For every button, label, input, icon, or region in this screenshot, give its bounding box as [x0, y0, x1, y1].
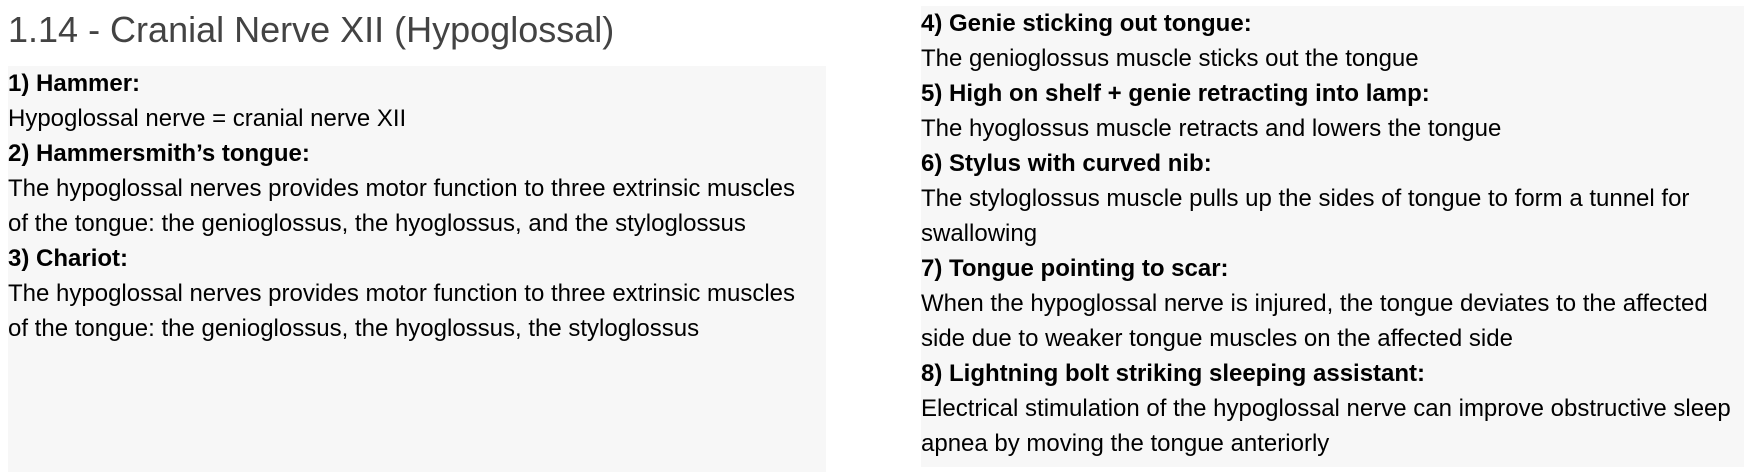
item-body-hammersmiths-tongue: The hypoglossal nerves provides motor fu…	[8, 175, 796, 237]
item-body-lightning-bolt: Electrical stimulation of the hypoglossa…	[921, 395, 1731, 457]
item-heading-hammer: 1) Hammer:	[8, 70, 141, 97]
item-heading-genie-tongue: 4) Genie sticking out tongue:	[921, 10, 1252, 37]
item-body-stylus: The styloglossus muscle pulls up the sid…	[921, 185, 1690, 247]
page-title: 1.14 - Cranial Nerve XII (Hypoglossal)	[8, 9, 615, 50]
right-notes-panel: 4) Genie sticking out tongue: The geniog…	[921, 6, 1744, 467]
item-body-genie-tongue: The genioglossus muscle sticks out the t…	[921, 45, 1419, 72]
item-heading-stylus: 6) Stylus with curved nib:	[921, 150, 1212, 177]
item-heading-lightning-bolt: 8) Lightning bolt striking sleeping assi…	[921, 360, 1426, 387]
item-heading-hammersmiths-tongue: 2) Hammersmith’s tongue:	[8, 140, 310, 167]
item-heading-chariot: 3) Chariot:	[8, 245, 128, 272]
left-notes-panel: 1) Hammer: Hypoglossal nerve = cranial n…	[8, 66, 826, 472]
item-body-hammer: Hypoglossal nerve = cranial nerve XII	[8, 105, 407, 132]
item-heading-high-on-shelf: 5) High on shelf + genie retracting into…	[921, 80, 1430, 107]
item-body-tongue-scar: When the hypoglossal nerve is injured, t…	[921, 290, 1708, 352]
item-body-chariot: The hypoglossal nerves provides motor fu…	[8, 280, 796, 342]
item-body-high-on-shelf: The hyoglossus muscle retracts and lower…	[921, 115, 1502, 142]
item-heading-tongue-scar: 7) Tongue pointing to scar:	[921, 255, 1229, 282]
